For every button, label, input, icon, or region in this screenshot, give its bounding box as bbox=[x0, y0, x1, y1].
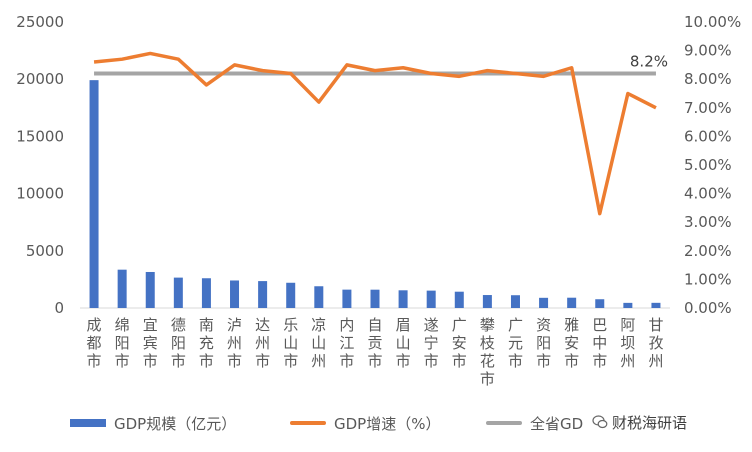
right-tick-label: 7.00% bbox=[684, 99, 732, 117]
left-tick-label: 5000 bbox=[26, 242, 64, 260]
category-label: 宜宾市 bbox=[143, 316, 158, 370]
gdp-bar bbox=[426, 290, 436, 308]
right-tick-label: 3.00% bbox=[684, 213, 732, 231]
legend: GDP规模（亿元） GDP增速（%） 全省GD bbox=[0, 408, 752, 438]
legend-bar-label: GDP规模（亿元） bbox=[114, 414, 237, 433]
gdp-bar bbox=[145, 271, 155, 308]
right-tick-label: 8.00% bbox=[684, 70, 732, 88]
left-axis-ticks: 0 5000 10000 15000 20000 25000 bbox=[16, 13, 64, 317]
right-tick-label: 10.00% bbox=[684, 13, 741, 31]
province-rate-annotation: 8.2% bbox=[630, 52, 668, 70]
right-axis-ticks: 0.00% 1.00% 2.00% 3.00% 4.00% 5.00% 6.00% 7.00%… bbox=[684, 13, 741, 317]
legend-province: 全省GD bbox=[486, 408, 583, 438]
right-tick-label: 0.00% bbox=[684, 299, 732, 317]
right-tick-label: 6.00% bbox=[684, 127, 732, 145]
category-label: 达州市 bbox=[255, 316, 270, 370]
legend-growth: GDP增速（%） bbox=[290, 408, 440, 438]
category-label: 遂宁市 bbox=[424, 316, 439, 370]
right-tick-label: 1.00% bbox=[684, 270, 732, 288]
category-label: 攀枝花市 bbox=[480, 316, 495, 388]
gdp-bar bbox=[370, 289, 380, 308]
category-label: 巴中市 bbox=[592, 316, 607, 370]
watermark: 财税海研语 bbox=[586, 408, 694, 436]
gdp-bar bbox=[117, 269, 127, 308]
gdp-bar bbox=[482, 295, 492, 308]
gdp-bar bbox=[567, 297, 577, 308]
gdp-bar bbox=[314, 286, 324, 308]
wechat-icon bbox=[592, 415, 608, 429]
gdp-bar bbox=[173, 277, 183, 308]
legend-province-label: 全省GD bbox=[530, 414, 584, 433]
category-label: 成都市 bbox=[87, 316, 102, 370]
legend-bar-swatch bbox=[70, 419, 106, 427]
legend-growth-label: GDP增速（%） bbox=[334, 414, 441, 433]
category-label: 阿坝州 bbox=[620, 316, 635, 370]
category-label: 泸州市 bbox=[227, 316, 242, 370]
growth-line-path bbox=[93, 51, 657, 216]
gdp-bar bbox=[230, 280, 240, 308]
gdp-bar bbox=[623, 302, 633, 308]
gdp-bar bbox=[258, 281, 268, 308]
gdp-bar bbox=[201, 278, 211, 308]
gdp-bar bbox=[342, 289, 352, 308]
category-label: 乐山市 bbox=[283, 316, 298, 370]
legend-bar: GDP规模（亿元） bbox=[70, 408, 236, 438]
gdp-bar bbox=[454, 291, 464, 308]
category-label: 自贡市 bbox=[367, 316, 382, 370]
category-label: 凉山州 bbox=[311, 316, 326, 370]
gdp-bar bbox=[651, 302, 661, 308]
right-tick-label: 4.00% bbox=[684, 185, 732, 203]
category-label: 德阳市 bbox=[171, 316, 186, 370]
right-tick-label: 9.00% bbox=[684, 42, 732, 60]
gdp-bars bbox=[89, 80, 661, 308]
category-label: 广安市 bbox=[452, 316, 467, 370]
category-label: 绵阳市 bbox=[115, 316, 130, 370]
category-label: 广元市 bbox=[508, 316, 523, 370]
right-tick-label: 5.00% bbox=[684, 156, 732, 174]
category-label: 资阳市 bbox=[536, 316, 551, 370]
left-tick-label: 15000 bbox=[16, 127, 64, 145]
category-label: 内江市 bbox=[339, 316, 354, 370]
category-label: 眉山市 bbox=[396, 316, 411, 370]
watermark-text: 财税海研语 bbox=[612, 413, 688, 432]
gdp-bar bbox=[539, 297, 549, 308]
left-tick-label: 20000 bbox=[16, 70, 64, 88]
left-tick-label: 25000 bbox=[16, 13, 64, 31]
gdp-bar bbox=[398, 290, 408, 308]
gdp-growth-line bbox=[93, 51, 657, 216]
category-labels: 成都市绵阳市宜宾市德阳市南充市泸州市达州市乐山市凉山州内江市自贡市眉山市遂宁市广… bbox=[87, 316, 664, 388]
category-label: 雅安市 bbox=[564, 316, 579, 370]
legend-growth-swatch bbox=[290, 421, 326, 425]
right-tick-label: 2.00% bbox=[684, 242, 732, 260]
chart-canvas: 0 5000 10000 15000 20000 25000 0.00% 1.00% 2.00… bbox=[16, 13, 741, 388]
gdp-bar bbox=[595, 299, 605, 308]
gdp-bar bbox=[89, 80, 99, 308]
category-label: 南充市 bbox=[199, 316, 214, 370]
gdp-bar bbox=[510, 295, 520, 308]
category-label: 甘孜州 bbox=[648, 316, 663, 370]
left-tick-label: 0 bbox=[54, 299, 64, 317]
left-tick-label: 10000 bbox=[16, 185, 64, 203]
legend-province-swatch bbox=[486, 421, 522, 425]
gdp-bar bbox=[286, 282, 296, 308]
